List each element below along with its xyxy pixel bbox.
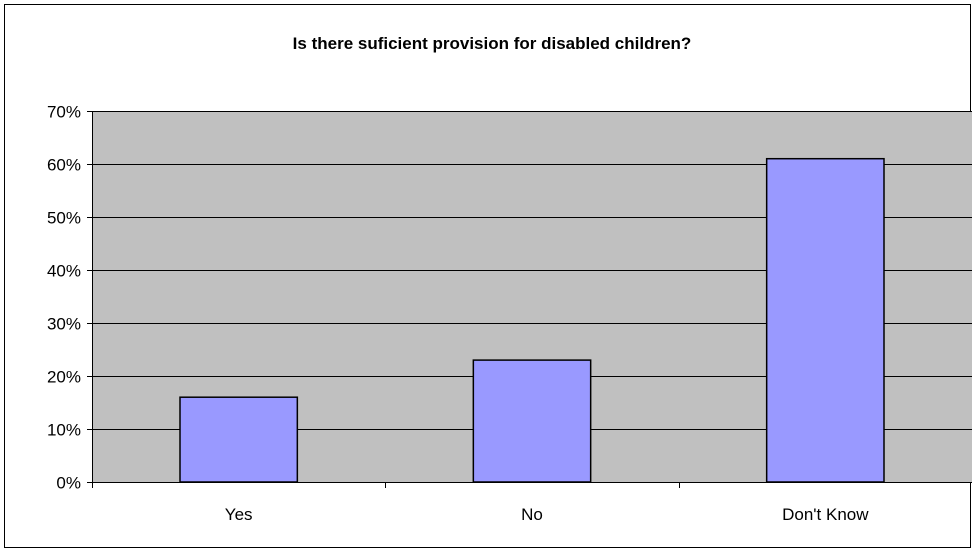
bar xyxy=(765,157,885,483)
y-tick-label: 20% xyxy=(47,368,81,387)
y-tick-label: 0% xyxy=(56,474,81,493)
x-tick-label: Don't Know xyxy=(782,505,869,524)
y-tick-label: 10% xyxy=(47,421,81,440)
y-tick-label: 60% xyxy=(47,156,81,175)
chart-title: Is there suficient provision for disable… xyxy=(293,34,692,53)
x-tick-label: No xyxy=(521,505,543,524)
y-tick-label: 70% xyxy=(47,103,81,122)
axes xyxy=(87,111,972,488)
bar xyxy=(472,359,592,483)
x-tick-label: Yes xyxy=(225,505,253,524)
y-tick-label: 40% xyxy=(47,262,81,281)
tick-labels: 0% 10% 20% 30% 40% 50% 60% 70% Yes No Don't Know xyxy=(47,103,869,525)
chart-frame: Is there suficient provision for disable… xyxy=(4,4,972,548)
bar xyxy=(179,396,299,483)
y-tick-label: 50% xyxy=(47,209,81,228)
y-tick-label: 30% xyxy=(47,315,81,334)
bar-chart: Is there suficient provision for disable… xyxy=(47,34,972,525)
